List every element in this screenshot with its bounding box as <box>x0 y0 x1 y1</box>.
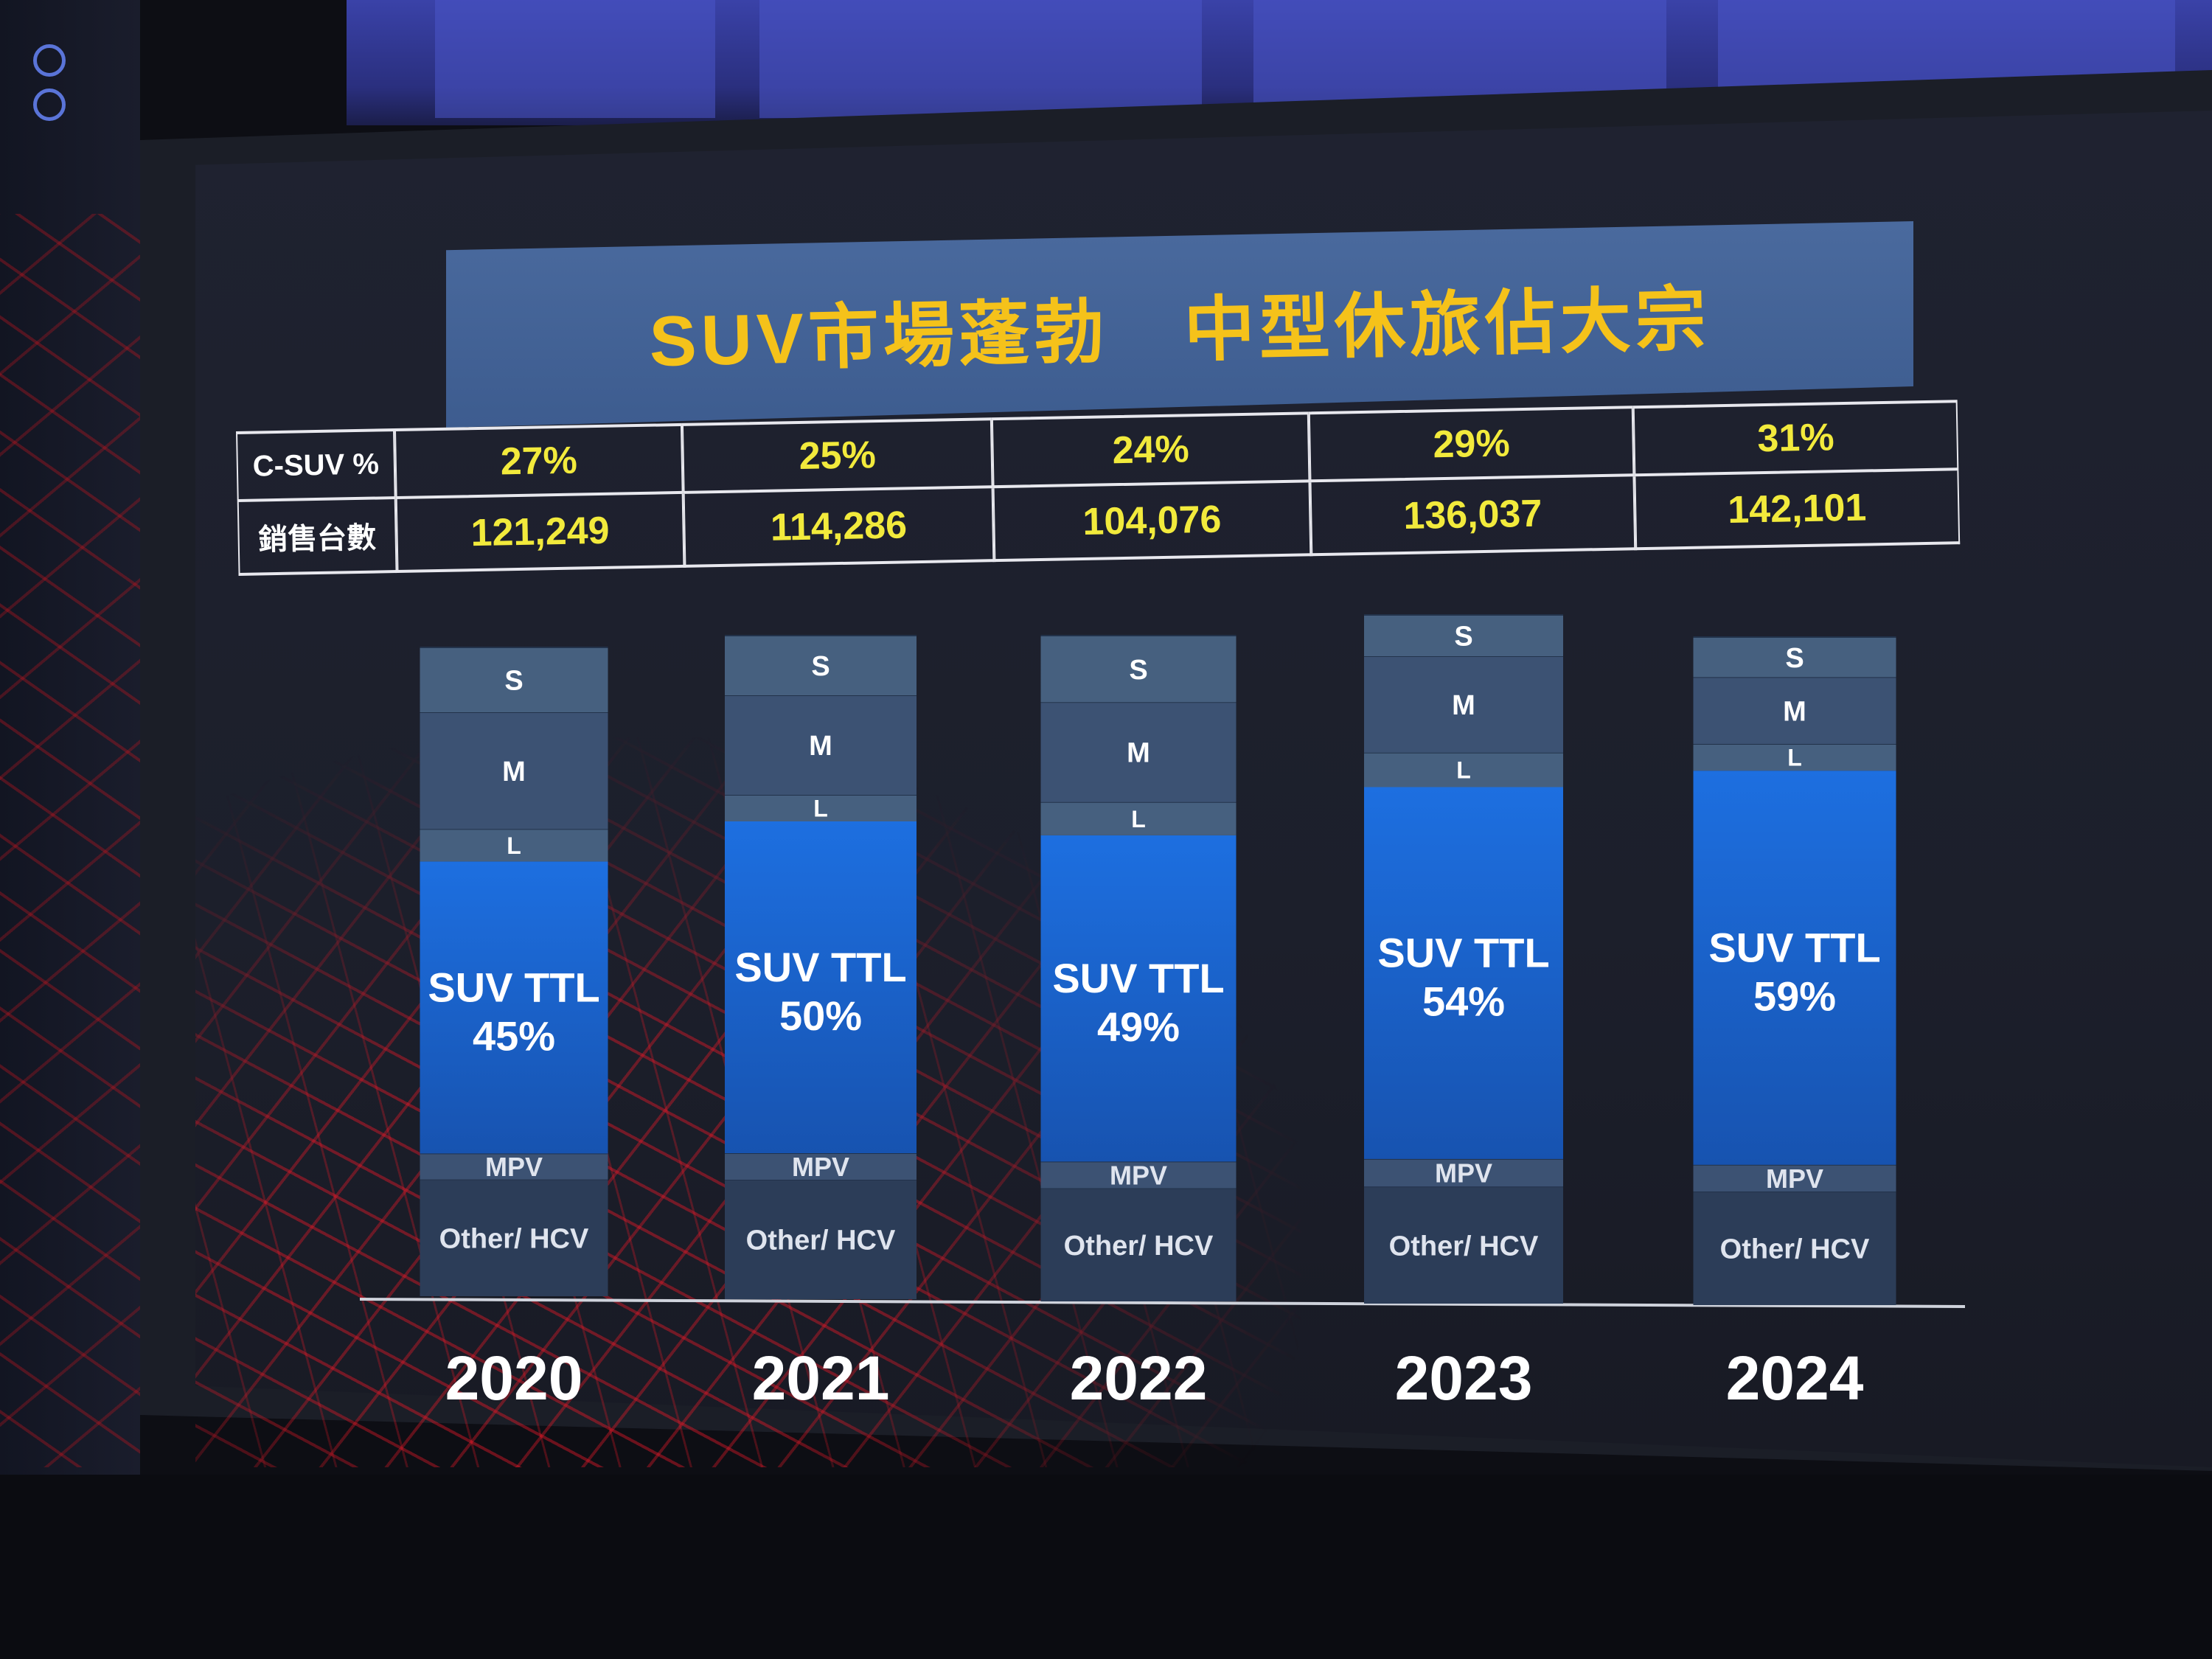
bar-segment-l <box>1693 743 1896 771</box>
bar-segment-l <box>725 795 917 821</box>
segment-label: L <box>1131 806 1146 832</box>
floor <box>0 1475 2212 1659</box>
bar-segment-mpv <box>1693 1164 1896 1192</box>
bar-segment-m <box>1693 677 1896 744</box>
segment-label: Other/ HCV <box>746 1225 896 1256</box>
bar-segment-suv-ttl <box>1364 787 1563 1159</box>
segment-label: Other/ HCV <box>1064 1231 1214 1262</box>
suv-ttl-label: SUV TTL <box>1377 930 1549 976</box>
segment-label: MPV <box>485 1152 543 1182</box>
wall-knob-icon <box>33 88 66 121</box>
suv-ttl-label: SUV TTL <box>1052 955 1224 1001</box>
bar-segment-mpv <box>420 1153 608 1180</box>
bar-segment-s <box>1364 615 1563 657</box>
segment-label: S <box>1785 643 1804 674</box>
x-tick-label: 2022 <box>1070 1343 1208 1413</box>
x-tick-label: 2024 <box>1726 1343 1864 1413</box>
segment-label: M <box>809 731 832 762</box>
bar-segment-m <box>420 712 608 830</box>
bar-segment-l <box>1040 801 1237 835</box>
segment-label: M <box>1127 738 1150 769</box>
segment-label: M <box>502 757 526 787</box>
wall-red-pattern <box>0 214 140 1467</box>
bar-segment-s <box>1040 636 1237 703</box>
x-tick-label: 2020 <box>445 1343 583 1413</box>
segment-label: MPV <box>1766 1164 1823 1194</box>
wall-knob-icon <box>33 44 66 77</box>
bar-segment-m <box>1364 656 1563 753</box>
segment-label: L <box>507 832 521 859</box>
suv-ttl-label: SUV TTL <box>428 964 599 1010</box>
bar-segment-m <box>1040 702 1237 802</box>
segment-label: MPV <box>1110 1160 1167 1190</box>
segment-label: L <box>813 796 828 822</box>
x-axis-baseline <box>359 1298 1966 1308</box>
room-left-wall <box>0 0 140 1659</box>
bar-segment-s <box>725 636 917 695</box>
bar-segment-other-hcv <box>1040 1188 1237 1301</box>
bar-segment-mpv <box>1364 1158 1563 1187</box>
segment-label: S <box>504 666 523 697</box>
bar-segment-l <box>420 829 608 862</box>
bar-segment-suv-ttl <box>1040 835 1237 1162</box>
bar-segment-other-hcv <box>1364 1186 1563 1304</box>
suv-ttl-label: SUV TTL <box>1708 924 1880 970</box>
title-banner <box>446 221 1913 428</box>
bar-segment-s <box>420 647 608 712</box>
bar-segment-suv-ttl <box>1693 771 1896 1165</box>
segment-label: Other/ HCV <box>439 1223 589 1254</box>
suv-ttl-share-label: 45% <box>473 1012 555 1059</box>
x-tick-label: 2023 <box>1395 1343 1533 1413</box>
segment-label: MPV <box>792 1152 849 1182</box>
segment-label: M <box>1783 696 1806 727</box>
ceiling-panel <box>759 0 1202 118</box>
bar-segment-other-hcv <box>420 1179 608 1296</box>
bar-segment-l <box>1364 752 1563 787</box>
suv-ttl-share-label: 50% <box>779 992 862 1039</box>
segment-label: M <box>1452 690 1475 721</box>
segment-label: S <box>811 651 830 682</box>
ceiling-panel <box>435 0 715 118</box>
suv-ttl-share-label: 49% <box>1097 1004 1180 1050</box>
segment-label: L <box>1787 745 1802 771</box>
segment-label: Other/ HCV <box>1389 1231 1539 1262</box>
segment-label: Other/ HCV <box>1720 1234 1870 1265</box>
suv-ttl-share-label: 59% <box>1753 973 1836 1019</box>
bar-segment-other-hcv <box>725 1180 917 1299</box>
bar-segment-suv-ttl <box>420 861 608 1154</box>
segment-label: S <box>1129 655 1147 686</box>
bar-segment-m <box>725 695 917 795</box>
suv-ttl-label: SUV TTL <box>734 944 906 990</box>
segment-label: S <box>1454 622 1472 653</box>
suv-ttl-share-label: 54% <box>1422 978 1505 1025</box>
bar-segment-suv-ttl <box>725 821 917 1153</box>
x-tick-label: 2021 <box>752 1343 890 1413</box>
bar-segment-mpv <box>1040 1161 1237 1189</box>
bar-segment-other-hcv <box>1693 1191 1896 1305</box>
bar-segment-s <box>1693 637 1896 678</box>
segment-label: MPV <box>1435 1158 1492 1189</box>
segment-label: L <box>1456 757 1471 784</box>
bar-segment-mpv <box>725 1153 917 1180</box>
